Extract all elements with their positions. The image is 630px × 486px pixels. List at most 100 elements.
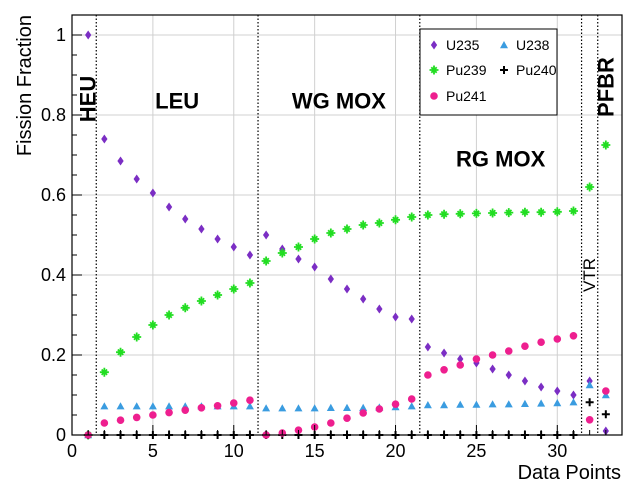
pu241-point <box>407 395 416 403</box>
pu241-point <box>488 351 497 359</box>
u238-point <box>520 399 529 407</box>
u238-point <box>116 402 125 410</box>
y-tick-label: 0.8 <box>41 105 66 125</box>
pu241-point <box>100 419 109 427</box>
u235-point <box>570 390 577 400</box>
y-tick-label: 0 <box>56 425 66 445</box>
u235-point <box>230 242 237 252</box>
pu239-point <box>326 228 336 238</box>
u235-point <box>408 314 415 324</box>
u235-point <box>311 262 318 272</box>
legend-marker-pu239 <box>429 65 439 75</box>
u235-point <box>424 342 432 352</box>
u238-point <box>553 399 562 407</box>
region-label: LEU <box>155 89 199 114</box>
pu239-point <box>277 248 287 258</box>
pu239-point <box>601 140 611 150</box>
x-tick-label: 5 <box>148 441 158 461</box>
pu239-point <box>423 210 433 220</box>
u235-point <box>246 250 254 260</box>
u235-point <box>505 370 512 380</box>
pu239-point <box>180 303 190 313</box>
pu240-point <box>585 398 594 407</box>
u235-point <box>295 254 302 264</box>
u238-point <box>343 403 351 411</box>
x-tick-label: 30 <box>547 441 567 461</box>
pu241-point <box>149 411 157 419</box>
u238-point <box>326 403 335 411</box>
u235-point <box>489 364 496 374</box>
region-label: WG MOX <box>292 89 386 114</box>
legend-marker-u238 <box>500 41 508 49</box>
pu239-point <box>310 234 320 244</box>
pu241-point <box>602 387 610 395</box>
x-tick-label: 20 <box>386 441 406 461</box>
u238-point <box>423 401 432 409</box>
pu239-point <box>196 296 206 306</box>
pu241-point <box>585 416 594 424</box>
u235-point <box>440 348 448 358</box>
u235-point <box>262 230 270 240</box>
u238-point <box>456 400 465 408</box>
u235-point <box>376 304 383 314</box>
x-tick-label: 0 <box>67 441 77 461</box>
pu241-point <box>213 402 222 410</box>
y-tick-label: 0.4 <box>41 265 66 285</box>
pu241-point <box>343 414 351 423</box>
pu239-point <box>552 207 562 217</box>
legend-label-pu240: Pu240 <box>516 62 557 78</box>
u238-point <box>537 399 546 407</box>
pu241-point <box>472 355 481 363</box>
u238-point <box>245 402 254 410</box>
pu239-point <box>293 242 303 252</box>
pu239-point <box>536 207 546 217</box>
pu239-point <box>439 209 449 219</box>
pu241-point <box>504 347 513 355</box>
legend-marker-pu241 <box>430 92 438 100</box>
u235-point <box>457 354 464 364</box>
u235-point <box>343 284 351 294</box>
series-pu241 <box>84 332 610 439</box>
x-tick-label: 25 <box>466 441 486 461</box>
pu239-point <box>391 215 401 225</box>
y-tick-label: 0.2 <box>41 345 66 365</box>
pu239-point <box>407 212 417 222</box>
pu241-point <box>456 361 465 369</box>
u238-point <box>165 402 174 410</box>
u238-point <box>504 400 513 408</box>
pu239-point <box>358 220 368 230</box>
u238-point <box>488 400 497 408</box>
series-u235 <box>85 30 609 436</box>
pu239-point <box>374 218 384 228</box>
pu239-point <box>229 284 239 294</box>
u235-point <box>165 202 173 212</box>
pu240-point <box>601 410 610 419</box>
pu239-point <box>261 256 271 266</box>
y-tick-label: 0.6 <box>41 185 66 205</box>
pu241-point <box>116 416 125 425</box>
u238-point <box>359 403 368 411</box>
u235-point <box>182 214 189 224</box>
legend: U235 U238 Pu239 Pu240 Pu241 <box>419 28 558 116</box>
legend-label-u235: U235 <box>446 37 480 53</box>
pu239-point <box>164 310 174 320</box>
u238-point <box>472 400 481 408</box>
pu239-point <box>471 208 481 218</box>
pu239-point <box>148 320 158 330</box>
legend-marker-pu240 <box>500 66 508 74</box>
u235-point <box>586 376 593 386</box>
axis-ticks: 0 5 10 15 20 25 30 0 0.2 0.4 0.6 0.8 1 <box>41 25 607 461</box>
u235-point <box>149 188 157 198</box>
u238-point <box>569 398 578 406</box>
pu241-point <box>537 338 545 347</box>
legend-label-pu241: Pu241 <box>446 88 487 104</box>
u235-point <box>360 294 367 304</box>
u238-point <box>294 404 303 412</box>
u238-point <box>100 402 109 410</box>
legend-label-u238: U238 <box>516 37 550 53</box>
x-tick-label: 15 <box>305 441 325 461</box>
pu241-point <box>197 404 206 412</box>
region-label: VTR <box>580 258 599 292</box>
legend-marker-u235 <box>430 40 438 50</box>
